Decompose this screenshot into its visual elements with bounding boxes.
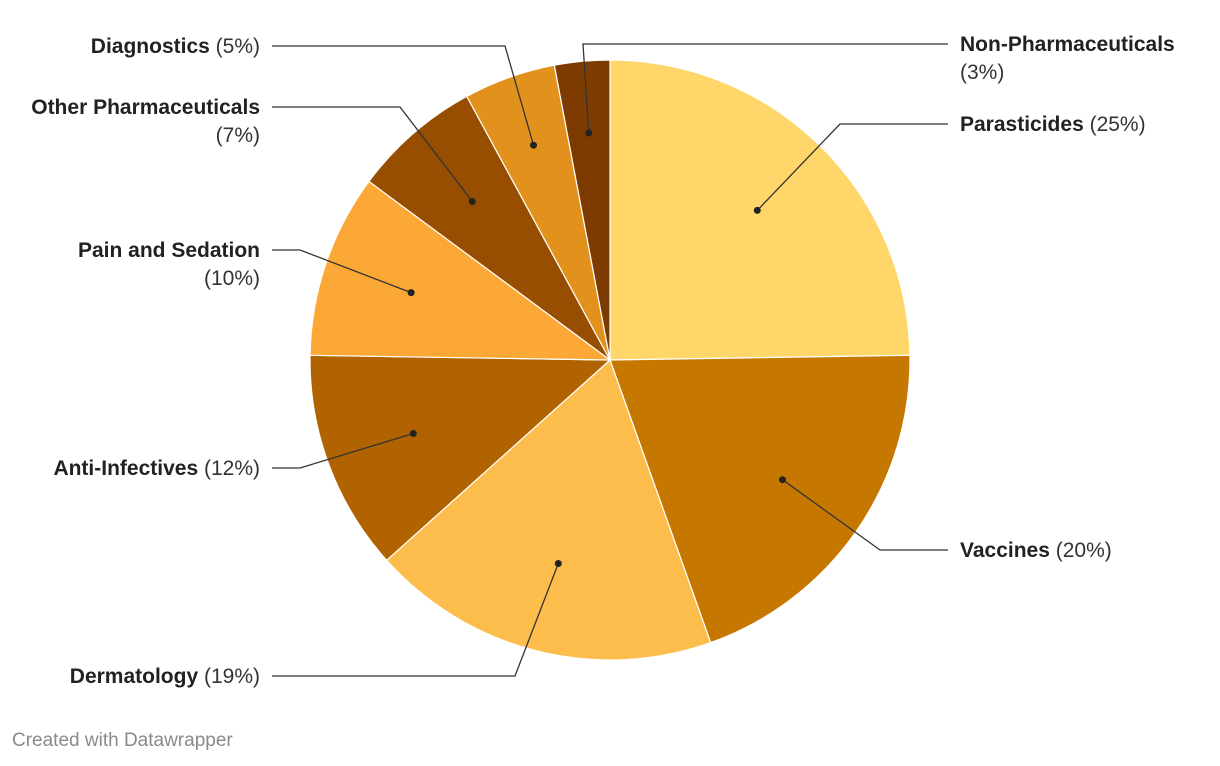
leader-anchor-dot: [554, 560, 562, 567]
pie-slice-vaccines: [609, 354, 911, 644]
slice-label-name: Other Pharmaceuticals: [31, 96, 260, 119]
pie-slice-dermatology: [385, 358, 712, 661]
leader-line: [272, 432, 414, 469]
leader-anchor-dot: [409, 430, 417, 437]
pie-slices: [309, 59, 911, 661]
leader-line: [582, 43, 948, 134]
slice-label-value: (3%): [960, 61, 1004, 84]
leader-anchor-dot: [585, 129, 593, 137]
leader-line: [272, 249, 412, 294]
slice-label-name: Pain and Sedation: [78, 239, 260, 262]
leader-anchor-dot: [779, 476, 786, 484]
slice-label-value: (10%): [204, 267, 260, 290]
slice-label: Anti-Infectives (12%): [53, 457, 260, 480]
leader-anchor-dot: [530, 141, 537, 149]
slice-label-name: Non-Pharmaceuticals: [960, 33, 1175, 56]
slice-labels: Parasticides (25%) Vaccines (20%) Dermatol…: [31, 33, 1175, 688]
leader-line: [272, 106, 473, 202]
slice-label: Diagnostics (5%): [91, 35, 260, 58]
pie-slice-pain-and-sedation: [309, 180, 612, 361]
leader-anchor-dot: [753, 206, 761, 214]
leader-line: [782, 479, 948, 551]
leader-anchor-dot: [407, 289, 415, 297]
slice-label-value: (7%): [216, 124, 260, 147]
pie-slice-other-pharmaceuticals: [368, 95, 611, 361]
pie-slice-anti-infectives: [309, 354, 612, 562]
leader-lines: [272, 43, 948, 677]
leader-line: [272, 563, 559, 677]
leader-anchor-dot: [468, 198, 476, 205]
slice-label: Vaccines (20%): [960, 539, 1112, 562]
footer-credit: Created with Datawrapper: [12, 730, 233, 751]
slice-label: Dermatology (19%): [70, 665, 260, 688]
leader-line: [756, 123, 948, 211]
slice-label: Parasticides (25%): [960, 113, 1146, 136]
leader-line: [272, 45, 535, 146]
pie-slice-non-pharmaceuticals: [553, 59, 611, 361]
